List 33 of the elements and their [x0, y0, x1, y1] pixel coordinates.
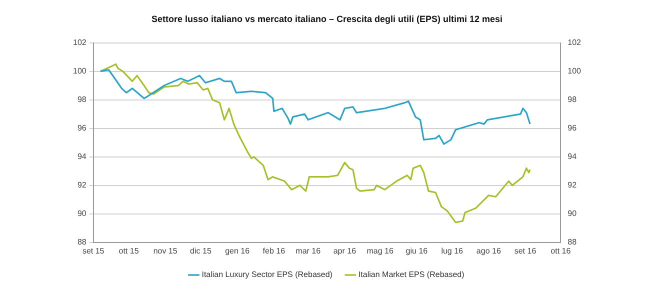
y2-tick-label: 98	[568, 95, 578, 104]
y2-tick-label: 92	[568, 180, 578, 190]
chart-title: Settore lusso italiano vs mercato italiano – Crescita degli utili (EPS) ultimi 12 mesi	[151, 14, 503, 24]
y2-tick-label: 94	[568, 152, 578, 162]
y-tick-label: 90	[77, 209, 87, 218]
x-tick-label: ago 16	[476, 246, 502, 256]
y-tick-label: 98	[77, 95, 87, 104]
x-tick-label: giu 16	[406, 246, 428, 256]
y2-tick-label: 102	[568, 38, 582, 48]
x-tick-label: ott 15	[118, 246, 140, 256]
legend-label: Italian Market EPS (Rebased)	[358, 270, 465, 280]
legend-label: Italian Luxury Sector EPS (Rebased)	[202, 270, 333, 280]
x-tick-label: dic 15	[190, 246, 212, 256]
y2-tick-label: 100	[568, 66, 582, 76]
y-tick-label: 102	[72, 38, 87, 48]
x-tick-label: set 15	[82, 246, 105, 256]
x-tick-label: nov 15	[153, 246, 178, 256]
x-tick-label: set 16	[514, 246, 537, 256]
x-tick-label: gen 16	[225, 246, 250, 256]
y-tick-label: 94	[77, 152, 87, 162]
x-tick-label: ott 16	[550, 246, 572, 256]
y2-tick-label: 96	[568, 124, 578, 133]
x-tick-label: mar 16	[296, 246, 322, 256]
y-tick-label: 92	[77, 180, 87, 190]
x-tick-label: mag 16	[366, 246, 394, 256]
x-tick-label: lug 16	[441, 246, 464, 256]
y2-tick-label: 88	[568, 238, 578, 247]
y-tick-label: 88	[77, 238, 87, 247]
y-tick-label: 100	[72, 66, 87, 76]
x-tick-label: apr 16	[333, 246, 357, 256]
y2-tick-label: 90	[568, 209, 578, 218]
y-tick-label: 96	[77, 124, 87, 133]
x-tick-label: feb 16	[262, 246, 286, 256]
